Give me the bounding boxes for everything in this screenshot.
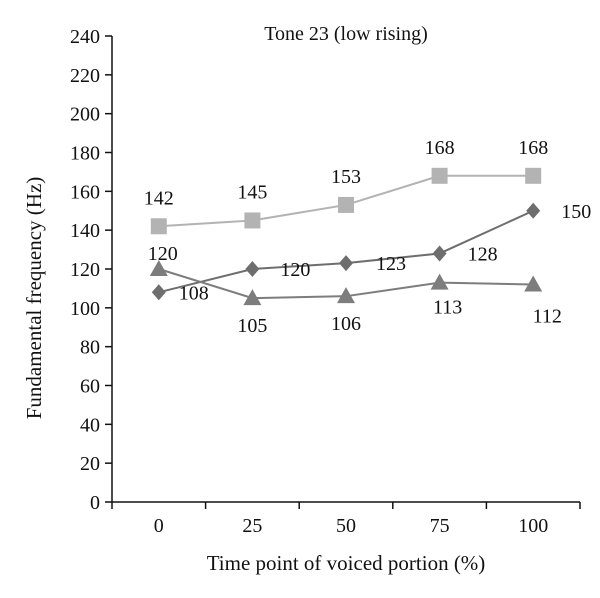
x-axis-title: Time point of voiced portion (%) — [207, 551, 486, 575]
data-label: 145 — [237, 181, 267, 203]
y-tick-label: 60 — [80, 376, 100, 398]
data-point-square — [431, 167, 448, 184]
data-point-diamond — [245, 261, 260, 277]
x-tick-label: 25 — [242, 515, 262, 537]
data-point-triangle — [430, 273, 449, 290]
x-tick-label: 50 — [336, 515, 356, 537]
data-label: 168 — [518, 137, 548, 159]
data-point-diamond — [151, 284, 166, 301]
data-point-square — [150, 218, 167, 235]
data-point-diamond — [339, 255, 353, 272]
y-axis-title: Fundamental frequency (Hz) — [22, 177, 46, 420]
x-tick-label: 0 — [154, 515, 164, 537]
y-tick-label: 200 — [70, 104, 100, 126]
data-label: 112 — [533, 306, 562, 328]
y-tick-label: 220 — [70, 65, 100, 87]
y-tick-label: 40 — [80, 414, 100, 436]
y-tick-label: 20 — [80, 453, 100, 475]
data-label: 123 — [376, 253, 406, 275]
data-point-triangle — [149, 260, 168, 276]
y-tick-label: 100 — [70, 298, 100, 320]
y-tick-label: 120 — [70, 259, 100, 281]
y-tick-label: 240 — [70, 26, 100, 48]
y-tick-label: 180 — [70, 143, 100, 165]
data-point-square — [525, 167, 542, 184]
y-tick-label: 80 — [80, 337, 100, 359]
data-point-triangle — [337, 287, 355, 304]
data-point-square — [244, 212, 261, 229]
data-label: 120 — [280, 259, 310, 281]
data-label: 150 — [561, 201, 591, 223]
data-label: 113 — [433, 297, 462, 319]
x-tick-label: 75 — [430, 515, 450, 537]
data-label: 105 — [237, 315, 267, 337]
data-point-diamond — [432, 245, 447, 262]
data-point-diamond — [526, 202, 541, 219]
chart-title: Tone 23 (low rising) — [264, 23, 428, 45]
y-tick-label: 140 — [70, 220, 100, 242]
data-label: 108 — [179, 282, 209, 304]
data-label: 168 — [425, 137, 455, 159]
series-square: 142 145 153 168 168 — [144, 137, 548, 235]
data-label: 128 — [468, 243, 498, 265]
data-label: 142 — [144, 187, 174, 209]
data-point-triangle — [524, 275, 543, 292]
y-tick-label: 0 — [90, 492, 100, 514]
axes: 0 20 40 60 80 100 120 140 160 180 200 220 240 0 25 50 75… — [70, 26, 581, 537]
data-point-square — [338, 196, 354, 213]
data-label: 153 — [331, 166, 361, 188]
y-tick-label: 160 — [70, 181, 100, 203]
data-label: 106 — [331, 313, 361, 335]
series-triangle: 120 105 106 113 112 — [148, 243, 562, 337]
data-label: 120 — [148, 243, 178, 265]
x-tick-label: 100 — [518, 515, 548, 537]
data-point-triangle — [243, 289, 262, 306]
